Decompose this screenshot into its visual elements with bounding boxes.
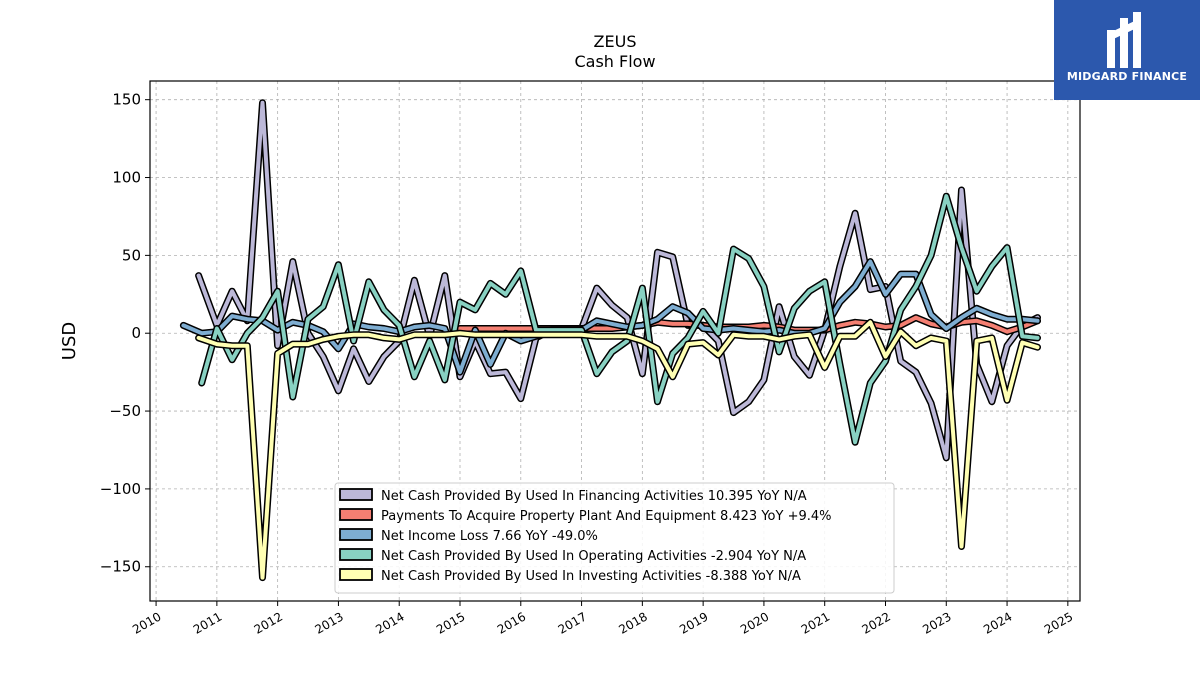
x-axis-ticks: 2010 2011 2012 2013 2014 2015 2016 2017 2018 2019… (130, 601, 1075, 637)
y-tick-label: −100 (100, 480, 141, 498)
y-tick-label: −50 (109, 402, 141, 420)
legend-entry-5: Net Cash Provided By Used In Investing A… (381, 569, 801, 584)
x-tick-label: 2016 (495, 609, 528, 636)
chart-title: ZEUS (594, 32, 637, 51)
legend-box (334, 482, 895, 594)
series-line-1 (196, 100, 1040, 460)
x-tick-label: 2014 (373, 609, 406, 636)
legend-swatch-4 (339, 548, 373, 561)
x-tick-label: 2024 (981, 609, 1014, 636)
midgard-logo-icon (1107, 12, 1141, 68)
x-tick-label: 2010 (130, 609, 163, 636)
series-line-4 (199, 194, 1040, 445)
x-tick-label: 2025 (1042, 609, 1075, 636)
legend-entry-2: Payments To Acquire Property Plant And E… (381, 509, 832, 524)
legend-swatch-2 (339, 508, 373, 521)
series-lines (179, 99, 1041, 582)
y-axis-ticks: −150 −100 −50 0 50 100 150 (100, 91, 150, 576)
y-tick-label: 150 (112, 91, 141, 109)
brand-logo: MIDGARD FINANCE (1054, 0, 1200, 100)
y-tick-label: 50 (122, 246, 141, 264)
legend-entry-1: Net Cash Provided By Used In Financing A… (381, 489, 807, 504)
x-tick-label: 2019 (677, 609, 710, 636)
x-tick-label: 2018 (616, 609, 649, 636)
plot-frame (149, 80, 1081, 602)
y-axis-label: USD (59, 322, 80, 360)
x-tick-label: 2015 (434, 609, 467, 636)
x-tick-label: 2012 (252, 609, 285, 636)
x-tick-label: 2011 (191, 609, 224, 636)
x-tick-label: 2023 (920, 609, 953, 636)
legend-entry-4: Net Cash Provided By Used In Operating A… (381, 549, 806, 564)
legend-swatch-1 (339, 488, 373, 501)
y-tick-label: −150 (100, 558, 141, 576)
x-tick-label: 2022 (860, 609, 893, 636)
legend: Net Cash Provided By Used In Financing A… (334, 482, 895, 594)
x-tick-label: 2020 (738, 609, 771, 636)
x-tick-label: 2017 (556, 609, 589, 636)
series-line-outline-1 (195, 99, 1041, 462)
brand-name: MIDGARD FINANCE (1066, 70, 1188, 83)
x-tick-label: 2021 (799, 609, 832, 636)
x-tick-label: 2013 (312, 609, 345, 636)
legend-swatch-5 (339, 568, 373, 581)
legend-entry-3: Net Income Loss 7.66 YoY -49.0% (381, 529, 598, 544)
series-line-5 (196, 320, 1040, 580)
y-tick-label: 100 (112, 169, 141, 187)
legend-swatch-3 (339, 528, 373, 541)
chart-subtitle: Cash Flow (574, 52, 655, 71)
y-tick-label: 0 (131, 324, 141, 342)
